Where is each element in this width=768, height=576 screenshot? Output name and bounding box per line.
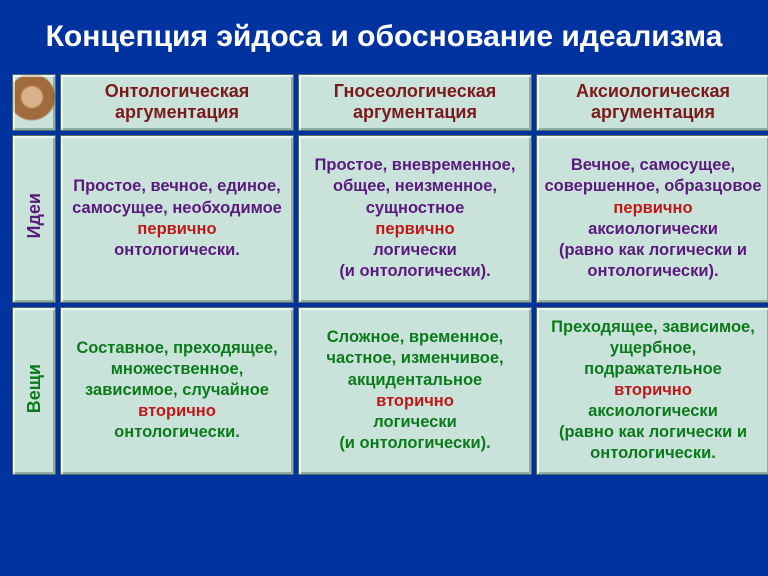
- cell-text: онтологически.: [67, 240, 287, 261]
- cell-text: первично: [67, 219, 287, 240]
- col-header-text: аргументация: [353, 102, 477, 122]
- cell-text: Преходящее, зависимое, ущербное, подража…: [543, 317, 763, 380]
- cell-text: (равно как логически и онтологически).: [543, 240, 763, 282]
- cell-text: Простое, вневременное, общее, неизменное…: [305, 155, 525, 218]
- cell-text: логически: [305, 412, 525, 433]
- cell-text: вторично: [305, 391, 525, 412]
- row-header-things: Вещи: [12, 307, 56, 475]
- cell-things-ontological: Составное, преходящее, множественное, за…: [60, 307, 294, 475]
- col-header-axiological: Аксиологическая аргументация: [536, 74, 768, 131]
- cell-text: Вечное, самосущее, совершенное, образцов…: [543, 155, 763, 197]
- slide-title: Концепция эйдоса и обоснование идеализма: [8, 18, 760, 56]
- col-header-text: Аксиологическая: [576, 81, 730, 101]
- argument-table: Онтологическая аргументация Гносеологиче…: [8, 70, 768, 479]
- cell-text: Сложное, временное, частное, изменчивое,…: [305, 327, 525, 390]
- row-header-ideas: Идеи: [12, 135, 56, 303]
- cell-text: аксиологически: [543, 219, 763, 240]
- col-header-text: аргументация: [115, 102, 239, 122]
- col-header-text: Онтологическая: [105, 81, 250, 101]
- col-header-ontological: Онтологическая аргументация: [60, 74, 294, 131]
- cell-text: логически: [305, 240, 525, 261]
- cell-text: первично: [305, 219, 525, 240]
- cell-text: первично: [543, 198, 763, 219]
- cell-text: (и онтологически).: [305, 261, 525, 282]
- cell-things-axiological: Преходящее, зависимое, ущербное, подража…: [536, 307, 768, 475]
- cell-ideas-axiological: Вечное, самосущее, совершенное, образцов…: [536, 135, 768, 303]
- row-header-label: Вещи: [24, 364, 45, 413]
- cell-ideas-gnoseological: Простое, вневременное, общее, неизменное…: [298, 135, 532, 303]
- cell-text: Простое, вечное, единое, самосущее, необ…: [67, 176, 287, 218]
- row-header-label: Идеи: [24, 193, 45, 238]
- cell-text: (и онтологически).: [305, 433, 525, 454]
- portrait-icon: [12, 74, 56, 131]
- cell-text: Составное, преходящее, множественное, за…: [67, 338, 287, 401]
- cell-things-gnoseological: Сложное, временное, частное, изменчивое,…: [298, 307, 532, 475]
- cell-text: вторично: [67, 401, 287, 422]
- cell-ideas-ontological: Простое, вечное, единое, самосущее, необ…: [60, 135, 294, 303]
- cell-text: вторично: [543, 380, 763, 401]
- col-header-text: аргументация: [591, 102, 715, 122]
- cell-text: (равно как логически и онтологически.: [543, 422, 763, 464]
- col-header-gnoseological: Гносеологическая аргументация: [298, 74, 532, 131]
- col-header-text: Гносеологическая: [334, 81, 496, 101]
- cell-text: онтологически.: [67, 422, 287, 443]
- cell-text: аксиологически: [543, 401, 763, 422]
